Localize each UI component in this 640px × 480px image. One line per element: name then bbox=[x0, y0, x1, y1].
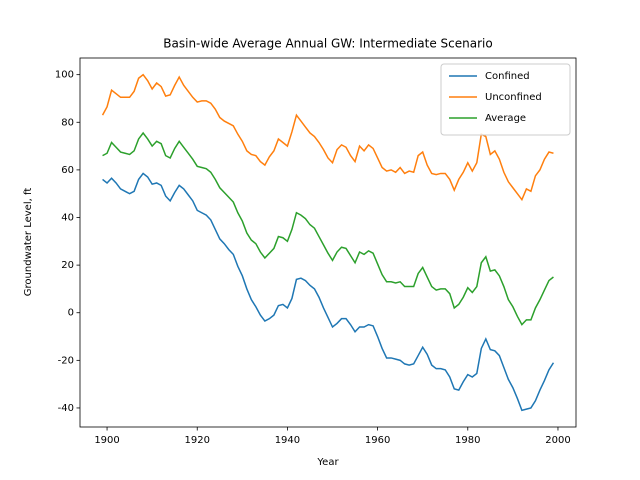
line-series bbox=[102, 172, 555, 412]
line-series bbox=[102, 131, 554, 326]
y-tick-label: -20 bbox=[58, 355, 74, 366]
y-tick-label: 100 bbox=[55, 70, 74, 81]
y-tick-label: 80 bbox=[61, 117, 74, 128]
x-tick-label: 1940 bbox=[275, 435, 300, 446]
x-tick-label: 1960 bbox=[365, 435, 390, 446]
y-tick-label: 20 bbox=[61, 260, 74, 271]
legend-label: Unconfined bbox=[485, 92, 542, 103]
y-tick-label: -40 bbox=[58, 403, 74, 414]
x-axis-label: Year bbox=[316, 457, 339, 468]
axes-frame bbox=[79, 57, 577, 428]
line-series bbox=[101, 73, 554, 202]
legend-label: Confined bbox=[485, 71, 530, 82]
x-tick-label: 1900 bbox=[94, 435, 119, 446]
x-tick-label: 2000 bbox=[545, 435, 570, 446]
x-tick-label: 1980 bbox=[455, 435, 480, 446]
y-tick-label: 40 bbox=[61, 213, 74, 224]
x-tick-label: 1920 bbox=[185, 435, 210, 446]
legend-label: Average bbox=[485, 113, 526, 124]
chart-title: Basin-wide Average Annual GW: Intermedia… bbox=[163, 37, 492, 51]
y-tick-label: 0 bbox=[68, 308, 74, 319]
y-tick-label: 60 bbox=[61, 165, 74, 176]
y-axis-label: Groundwater Level, ft bbox=[23, 188, 34, 297]
